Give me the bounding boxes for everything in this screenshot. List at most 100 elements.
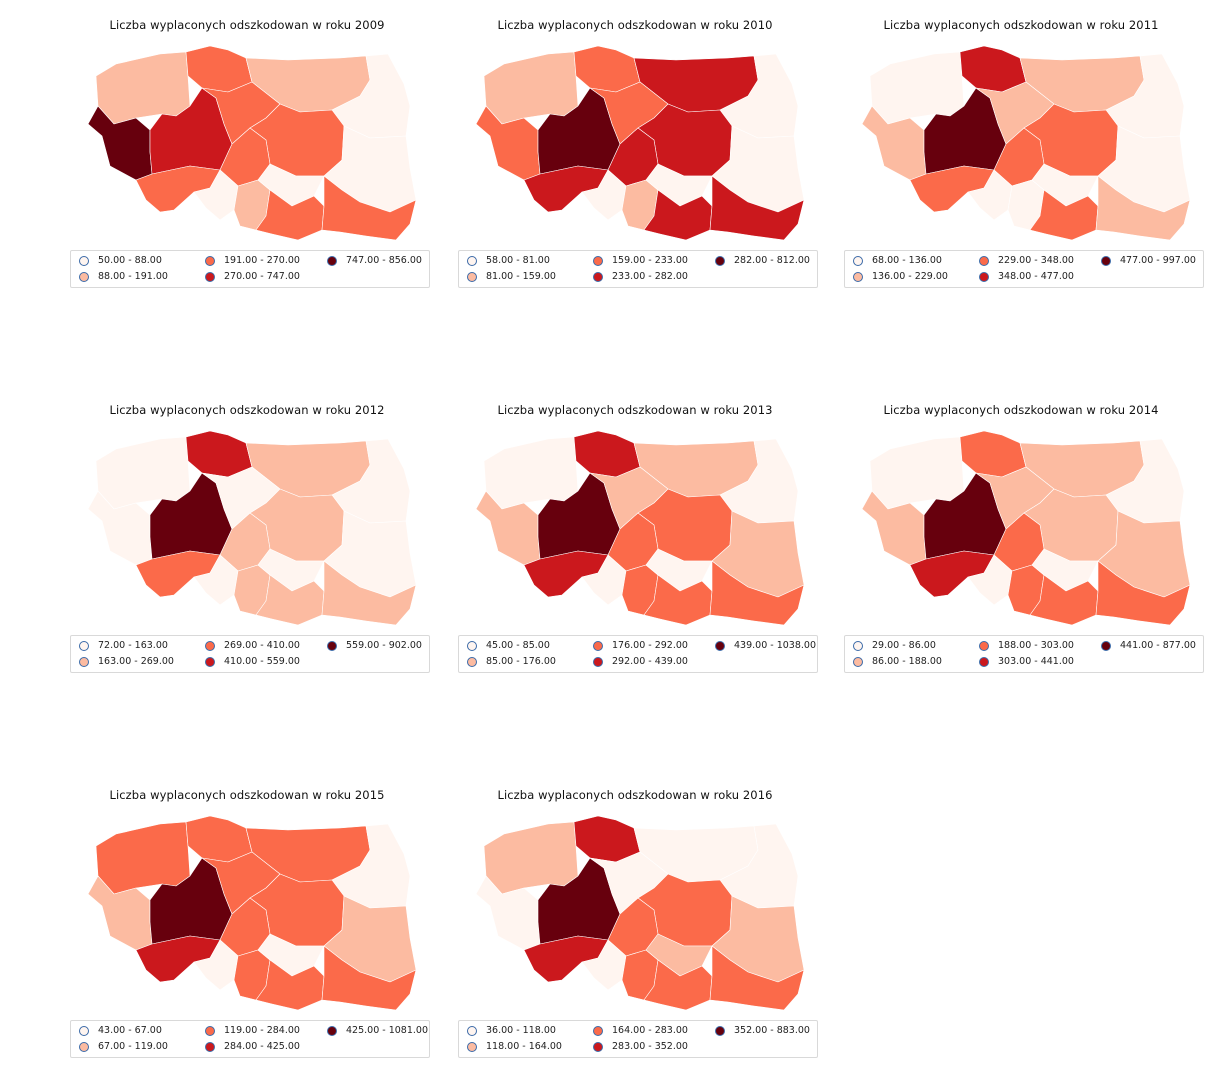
legend-item: 164.00 - 283.00 [593, 1025, 688, 1036]
legend-item: 163.00 - 269.00 [79, 656, 174, 667]
legend-swatch-icon [715, 1025, 725, 1036]
legend-swatch-icon [79, 255, 89, 266]
region-pomorskie [185, 45, 253, 93]
region-zachodniopomorskie [483, 436, 579, 510]
region-dolnoslaskie [135, 935, 221, 983]
poland-choropleth-map [861, 430, 1191, 626]
poland-choropleth-map [475, 815, 805, 1011]
region-dolnoslaskie [135, 165, 221, 213]
legend-item: 233.00 - 282.00 [593, 271, 688, 282]
map-title: Liczba wyplaconych odszkodowan w roku 20… [497, 18, 773, 32]
legend-label: 88.00 - 191.00 [98, 271, 168, 282]
poland-choropleth-map [861, 45, 1191, 241]
map-panel-2011: Liczba wyplaconych odszkodowan w roku 20… [836, 18, 1206, 308]
legend-swatch-icon [205, 255, 215, 266]
map-panel-2014: Liczba wyplaconych odszkodowan w roku 20… [836, 403, 1206, 693]
legend-swatch-icon [853, 255, 863, 266]
legend-swatch-icon [593, 656, 603, 667]
legend-label: 58.00 - 81.00 [486, 255, 550, 266]
region-dolnoslaskie [909, 165, 995, 213]
legend-label: 68.00 - 136.00 [872, 255, 942, 266]
legend-swatch-icon [853, 656, 863, 667]
map-title: Liczba wyplaconych odszkodowan w roku 20… [109, 403, 385, 417]
legend-label: 439.00 - 1038.00 [734, 640, 816, 651]
region-pomorskie [573, 45, 641, 93]
region-malopolskie [255, 189, 325, 241]
legend-item: 88.00 - 191.00 [79, 271, 168, 282]
legend-label: 45.00 - 85.00 [486, 640, 550, 651]
legend-swatch-icon [1101, 255, 1111, 266]
legend-swatch-icon [593, 1041, 603, 1052]
legend-swatch-icon [853, 640, 863, 651]
legend-label: 159.00 - 233.00 [612, 255, 688, 266]
legend-item: 284.00 - 425.00 [205, 1041, 300, 1052]
legend-item: 283.00 - 352.00 [593, 1041, 688, 1052]
legend-item: 747.00 - 856.00 [327, 255, 422, 266]
region-malopolskie [643, 189, 713, 241]
legend-item: 45.00 - 85.00 [467, 640, 550, 651]
legend-label: 81.00 - 159.00 [486, 271, 556, 282]
legend-swatch-icon [327, 255, 337, 266]
legend-swatch-icon [79, 271, 89, 282]
legend-item: 282.00 - 812.00 [715, 255, 810, 266]
legend-label: 410.00 - 559.00 [224, 656, 300, 667]
legend-swatch-icon [979, 656, 989, 667]
legend-label: 270.00 - 747.00 [224, 271, 300, 282]
legend-item: 229.00 - 348.00 [979, 255, 1074, 266]
legend-swatch-icon [593, 640, 603, 651]
legend-label: 282.00 - 812.00 [734, 255, 810, 266]
legend-item: 270.00 - 747.00 [205, 271, 300, 282]
legend-item: 72.00 - 163.00 [79, 640, 168, 651]
legend-swatch-icon [467, 1041, 477, 1052]
legend-item: 176.00 - 292.00 [593, 640, 688, 651]
legend-swatch-icon [467, 640, 477, 651]
legend-item: 29.00 - 86.00 [853, 640, 936, 651]
map-legend: 45.00 - 85.00 85.00 - 176.00 176.00 - 292.… [458, 635, 818, 673]
legend-item: 43.00 - 67.00 [79, 1025, 162, 1036]
legend-swatch-icon [979, 255, 989, 266]
legend-item: 118.00 - 164.00 [467, 1041, 562, 1052]
poland-choropleth-map [87, 430, 417, 626]
legend-item: 477.00 - 997.00 [1101, 255, 1196, 266]
map-title: Liczba wyplaconych odszkodowan w roku 20… [109, 788, 385, 802]
legend-label: 50.00 - 88.00 [98, 255, 162, 266]
region-dolnoslaskie [135, 550, 221, 598]
region-podkarpackie [709, 945, 805, 1011]
region-zachodniopomorskie [95, 51, 191, 125]
legend-label: 119.00 - 284.00 [224, 1025, 300, 1036]
legend-swatch-icon [1101, 640, 1111, 651]
legend-item: 348.00 - 477.00 [979, 271, 1074, 282]
legend-label: 477.00 - 997.00 [1120, 255, 1196, 266]
legend-label: 36.00 - 118.00 [486, 1025, 556, 1036]
legend-label: 188.00 - 303.00 [998, 640, 1074, 651]
map-title: Liczba wyplaconych odszkodowan w roku 20… [883, 18, 1159, 32]
legend-swatch-icon [205, 271, 215, 282]
legend-label: 163.00 - 269.00 [98, 656, 174, 667]
legend-swatch-icon [593, 255, 603, 266]
region-pomorskie [959, 45, 1027, 93]
legend-item: 352.00 - 883.00 [715, 1025, 810, 1036]
legend-swatch-icon [205, 1025, 215, 1036]
legend-swatch-icon [593, 1025, 603, 1036]
legend-item: 81.00 - 159.00 [467, 271, 556, 282]
legend-item: 119.00 - 284.00 [205, 1025, 300, 1036]
legend-item: 86.00 - 188.00 [853, 656, 942, 667]
legend-item: 441.00 - 877.00 [1101, 640, 1196, 651]
legend-swatch-icon [979, 271, 989, 282]
map-legend: 29.00 - 86.00 86.00 - 188.00 188.00 - 303.… [844, 635, 1204, 673]
legend-swatch-icon [853, 271, 863, 282]
region-podkarpackie [321, 560, 417, 626]
legend-item: 85.00 - 176.00 [467, 656, 556, 667]
map-panel-2010: Liczba wyplaconych odszkodowan w roku 20… [450, 18, 820, 308]
legend-swatch-icon [79, 656, 89, 667]
legend-swatch-icon [327, 1025, 337, 1036]
legend-swatch-icon [79, 1025, 89, 1036]
legend-item: 36.00 - 118.00 [467, 1025, 556, 1036]
map-title: Liczba wyplaconych odszkodowan w roku 20… [497, 403, 773, 417]
legend-label: 67.00 - 119.00 [98, 1041, 168, 1052]
legend-label: 86.00 - 188.00 [872, 656, 942, 667]
legend-swatch-icon [715, 640, 725, 651]
legend-item: 58.00 - 81.00 [467, 255, 550, 266]
region-podkarpackie [321, 175, 417, 241]
map-legend: 72.00 - 163.00 163.00 - 269.00 269.00 - 41… [70, 635, 430, 673]
